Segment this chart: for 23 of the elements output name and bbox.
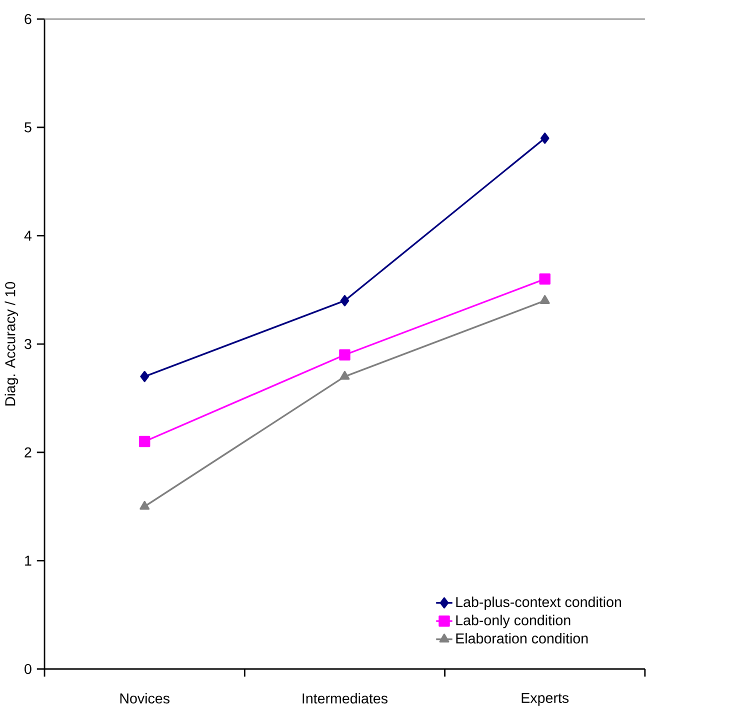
- y-tick-label: 2: [24, 448, 32, 458]
- x-tick-label: Experts: [522, 693, 569, 706]
- legend-label: Lab-only condition: [456, 615, 570, 628]
- y-tick-label: 6: [24, 14, 32, 24]
- point: [539, 274, 550, 285]
- point: [340, 371, 350, 380]
- y-tick-label: 3: [24, 339, 32, 350]
- y-tick-label: 5: [24, 122, 32, 133]
- y-axis-title: Diag. Accuracy / 10: [4, 282, 18, 406]
- legend-label: Lab-plus-context condition: [456, 596, 622, 610]
- point: [540, 295, 550, 304]
- legend-label: Elaboration condition: [456, 633, 588, 644]
- y-tick-label: 4: [24, 231, 32, 241]
- point: [138, 436, 150, 448]
- point: [140, 371, 150, 382]
- point: [540, 132, 550, 144]
- point: [140, 501, 150, 510]
- y-tick-label: 0: [24, 664, 32, 674]
- x-tick-label: Novices: [120, 693, 170, 704]
- y-tick-label: 1: [25, 556, 32, 566]
- point: [339, 349, 350, 361]
- point: [340, 295, 350, 307]
- x-tick-label: Intermediates: [302, 693, 388, 704]
